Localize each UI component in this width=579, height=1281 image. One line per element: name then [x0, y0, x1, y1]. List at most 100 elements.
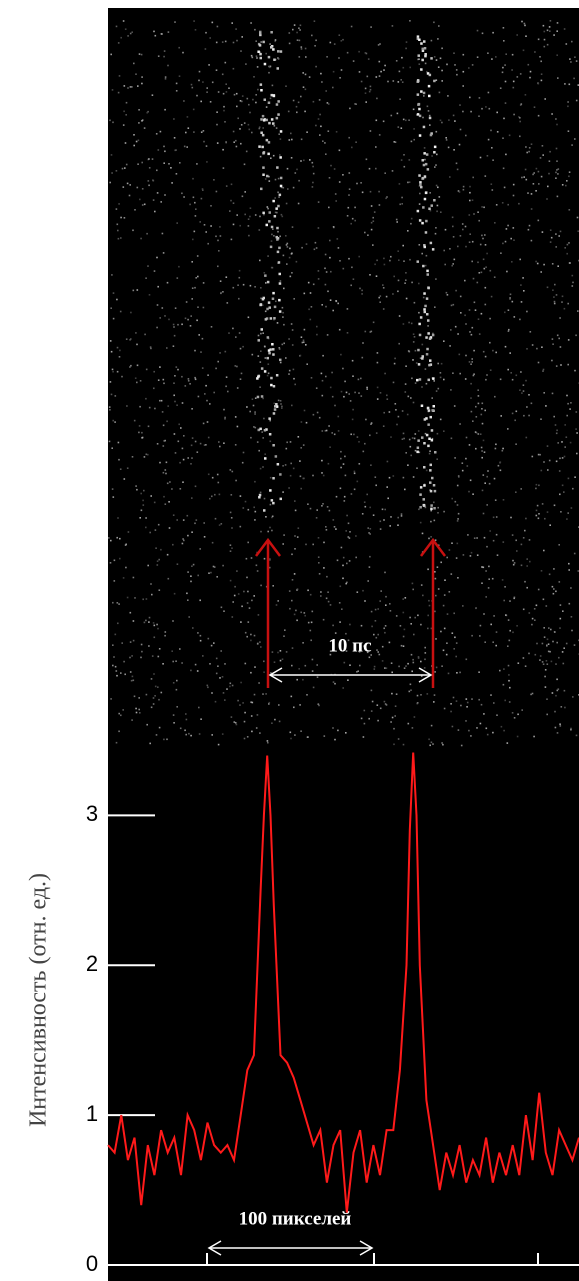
noise-dot [539, 655, 542, 657]
noise-dot [195, 519, 198, 521]
noise-dot [281, 215, 284, 218]
noise-dot [315, 517, 318, 519]
noise-dot [548, 172, 550, 175]
noise-dot [398, 315, 401, 317]
noise-dot [247, 590, 249, 593]
noise-dot [468, 361, 471, 363]
noise-dot [426, 693, 429, 695]
noise-dot [471, 199, 474, 201]
noise-dot [361, 293, 363, 295]
streak-dot [277, 100, 280, 103]
noise-dot [471, 64, 474, 66]
noise-dot [555, 177, 557, 179]
noise-dot [526, 406, 528, 408]
noise-dot [257, 614, 260, 616]
noise-dot [433, 56, 436, 58]
streak-dot [266, 174, 269, 178]
noise-dot [483, 713, 485, 715]
noise-dot [258, 682, 260, 684]
noise-dot [384, 667, 386, 669]
noise-dot [142, 499, 144, 502]
noise-dot [575, 334, 577, 337]
noise-dot [291, 226, 294, 228]
noise-dot [307, 621, 310, 624]
noise-dot [281, 658, 284, 660]
streak-dot [423, 466, 426, 469]
noise-dot [143, 127, 146, 129]
noise-dot [411, 670, 413, 673]
noise-dot [112, 121, 114, 124]
noise-dot [241, 95, 244, 97]
noise-dot [462, 70, 465, 73]
noise-dot [329, 604, 332, 606]
noise-dot [229, 550, 232, 552]
noise-dot [391, 170, 394, 172]
noise-dot [125, 566, 127, 569]
noise-dot [490, 623, 492, 626]
noise-dot [544, 686, 547, 688]
noise-dot [199, 548, 201, 550]
noise-dot [398, 183, 401, 185]
annotation: 100 пикселей [239, 1208, 352, 1229]
noise-dot [189, 383, 191, 385]
noise-dot [484, 234, 486, 236]
noise-dot [561, 184, 564, 186]
noise-dot [544, 98, 546, 100]
noise-dot [157, 149, 160, 151]
noise-dot [397, 126, 400, 128]
noise-dot [402, 635, 405, 638]
noise-dot [410, 397, 412, 399]
noise-dot [492, 641, 494, 643]
noise-dot [156, 169, 158, 172]
noise-dot [363, 709, 366, 712]
noise-dot [162, 378, 165, 381]
streak-dot [416, 378, 419, 382]
noise-dot [155, 133, 158, 135]
noise-dot [551, 113, 553, 115]
noise-dot [412, 476, 415, 478]
noise-dot [150, 678, 153, 680]
noise-dot [294, 535, 296, 537]
noise-dot [537, 38, 540, 41]
noise-dot [169, 481, 171, 483]
noise-dot [276, 322, 279, 324]
noise-dot [108, 440, 111, 443]
noise-dot [244, 191, 246, 193]
noise-dot [203, 536, 206, 538]
noise-dot [128, 194, 131, 197]
noise-dot [132, 229, 134, 232]
noise-dot [426, 70, 428, 73]
noise-dot [376, 398, 379, 400]
noise-dot [522, 277, 524, 279]
noise-dot [164, 315, 166, 317]
noise-dot [564, 83, 566, 85]
noise-dot [512, 86, 515, 89]
noise-dot [405, 119, 407, 122]
noise-dot [269, 559, 271, 561]
noise-dot [543, 549, 545, 552]
streak-dot [256, 395, 260, 399]
noise-dot [255, 94, 257, 96]
noise-dot [263, 497, 266, 500]
noise-dot [299, 24, 302, 27]
noise-dot [434, 306, 436, 308]
noise-dot [288, 590, 291, 592]
noise-dot [480, 413, 483, 416]
noise-dot [160, 548, 162, 551]
noise-dot [553, 300, 556, 303]
noise-dot [454, 457, 456, 459]
noise-dot [401, 56, 403, 59]
streak-dot [259, 32, 262, 35]
noise-dot [109, 381, 112, 383]
noise-dot [382, 287, 385, 289]
noise-dot [387, 80, 389, 83]
noise-dot [235, 479, 237, 482]
noise-dot [570, 616, 573, 618]
noise-dot [182, 481, 184, 483]
noise-dot [216, 111, 218, 113]
noise-dot [365, 52, 368, 55]
noise-dot [468, 490, 470, 493]
noise-dot [301, 246, 303, 249]
noise-dot [156, 443, 159, 445]
noise-dot [482, 237, 484, 240]
